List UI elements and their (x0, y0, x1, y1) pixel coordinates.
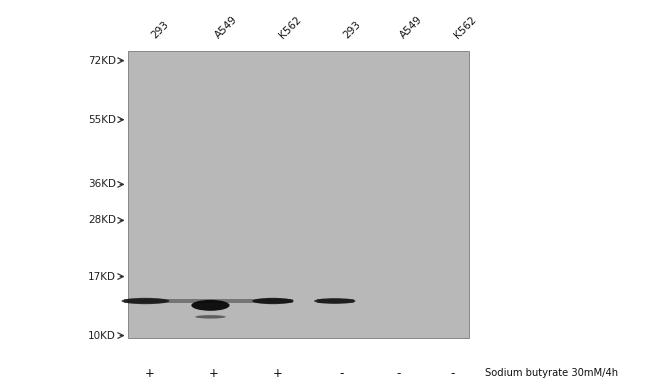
Text: 55KD: 55KD (88, 115, 116, 124)
Text: 36KD: 36KD (88, 179, 116, 189)
Text: 72KD: 72KD (88, 56, 116, 66)
Ellipse shape (252, 298, 294, 304)
Ellipse shape (195, 315, 226, 319)
Text: -: - (339, 367, 343, 380)
Bar (127, 51, 469, 338)
Text: -: - (450, 367, 455, 380)
Ellipse shape (122, 298, 170, 304)
Text: +: + (145, 367, 155, 380)
Text: 293: 293 (150, 20, 171, 41)
Ellipse shape (314, 298, 356, 304)
Polygon shape (317, 299, 354, 303)
Ellipse shape (191, 300, 229, 311)
Text: K562: K562 (453, 15, 478, 41)
Text: K562: K562 (278, 15, 304, 41)
Text: 28KD: 28KD (88, 216, 116, 225)
Text: A549: A549 (398, 15, 424, 41)
Polygon shape (124, 299, 293, 303)
Text: Sodium butyrate 30mM/4h: Sodium butyrate 30mM/4h (485, 368, 618, 378)
Text: +: + (209, 367, 218, 380)
Text: 293: 293 (341, 20, 362, 41)
Text: 17KD: 17KD (88, 272, 116, 282)
Text: -: - (396, 367, 401, 380)
Text: A549: A549 (214, 15, 240, 41)
Text: 10KD: 10KD (88, 331, 116, 340)
Text: +: + (272, 367, 282, 380)
